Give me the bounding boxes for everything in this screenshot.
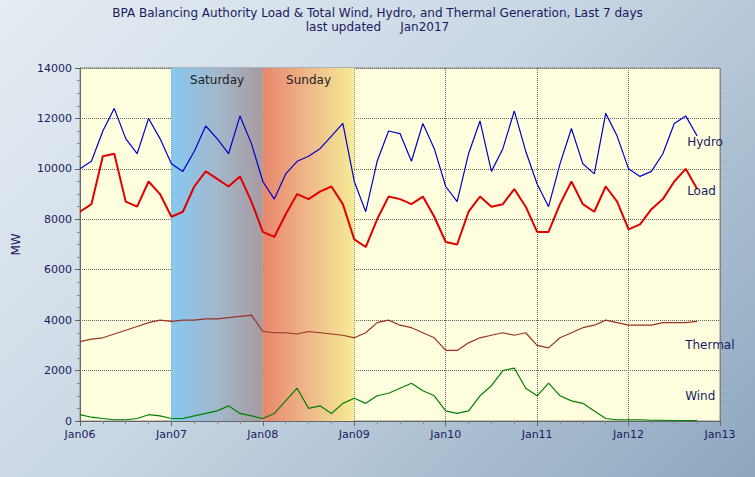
svg-text:Jan11: Jan11 (521, 428, 553, 441)
svg-text:Saturday: Saturday (190, 73, 244, 87)
svg-text:Hydro: Hydro (687, 135, 723, 149)
svg-text:Jan09: Jan09 (338, 428, 370, 441)
svg-text:14000: 14000 (37, 62, 72, 75)
svg-text:Sunday: Sunday (286, 73, 331, 87)
svg-text:Jan08: Jan08 (246, 428, 278, 441)
svg-text:last updated Jan2017: last updated Jan2017 (306, 20, 449, 34)
svg-text:Wind: Wind (685, 389, 715, 403)
svg-text:10000: 10000 (37, 162, 72, 175)
svg-text:12000: 12000 (37, 112, 72, 125)
svg-text:0: 0 (65, 415, 72, 428)
svg-text:Jan10: Jan10 (429, 428, 461, 441)
svg-text:Jan06: Jan06 (64, 428, 96, 441)
svg-text:Jan13: Jan13 (704, 428, 736, 441)
svg-text:4000: 4000 (44, 314, 72, 327)
svg-text:MW: MW (9, 233, 23, 255)
svg-text:Jan12: Jan12 (612, 428, 644, 441)
svg-text:Load: Load (687, 184, 716, 198)
svg-text:8000: 8000 (44, 213, 72, 226)
svg-text:Jan07: Jan07 (155, 428, 187, 441)
svg-text:6000: 6000 (44, 263, 72, 276)
svg-text:BPA Balancing Authority Load &: BPA Balancing Authority Load & Total Win… (112, 6, 643, 20)
svg-text:2000: 2000 (44, 364, 72, 377)
svg-text:Thermal: Thermal (684, 338, 734, 352)
